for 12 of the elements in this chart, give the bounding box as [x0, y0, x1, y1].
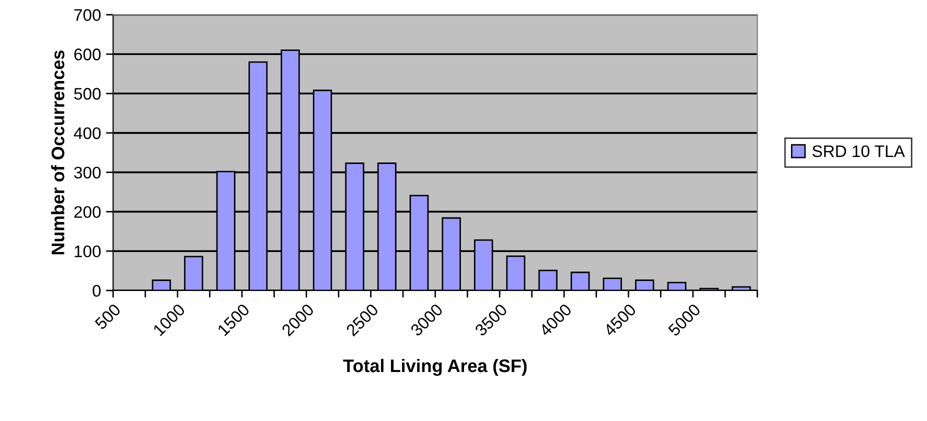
y-axis-title: Number of Occurrences [51, 50, 64, 254]
y-tick-label: 200 [74, 206, 101, 218]
x-tick-label: 500 [94, 303, 122, 330]
y-tick-label: 500 [74, 88, 101, 100]
y-tick-label: 300 [74, 166, 101, 179]
y-tick-label: 600 [74, 48, 101, 60]
y-tick-label: 400 [74, 127, 101, 140]
y-tick-label: 700 [74, 9, 101, 21]
y-tick-label: 0 [92, 284, 101, 297]
x-axis-title: Total Living Area (SF) [343, 358, 527, 376]
legend-label: SRD 10 TLA [812, 145, 905, 158]
y-tick-label: 100 [74, 245, 101, 258]
